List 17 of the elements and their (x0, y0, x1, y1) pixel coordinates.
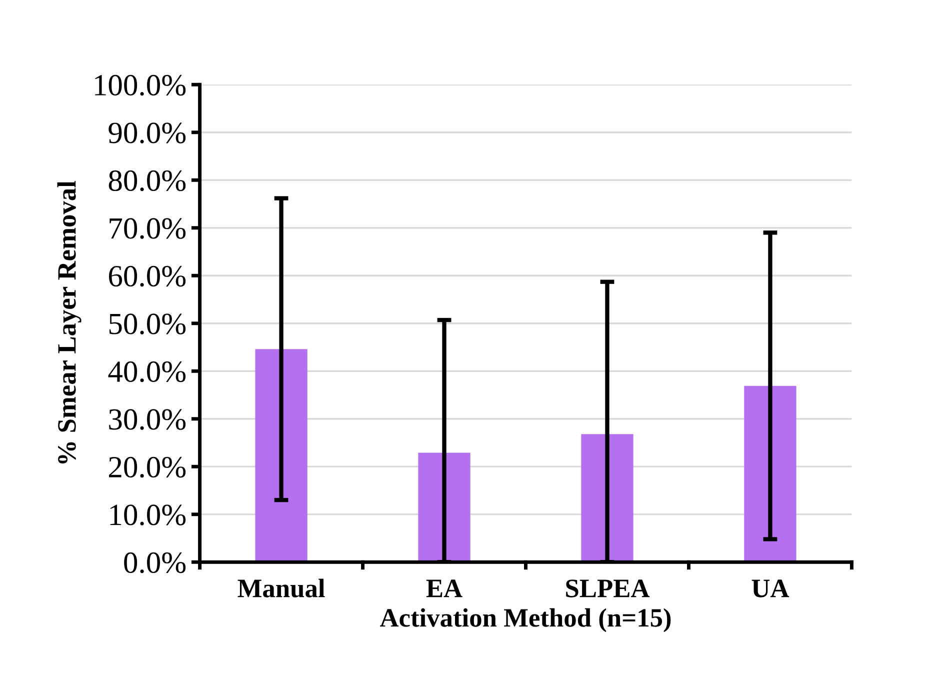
y-axis-title: % Smear Layer Removal (57, 181, 82, 464)
y-tick-label: 60.0% (108, 266, 186, 287)
y-tick-label: 40.0% (108, 361, 186, 382)
x-tick-label: UA (752, 580, 790, 598)
y-tick-label: 20.0% (109, 456, 186, 478)
x-axis-title: Activation Method (n=15) (380, 608, 671, 632)
y-tick-label: 90.0% (108, 122, 186, 144)
y-tick-label: 70.0% (110, 218, 186, 239)
y-tick-label: 50.0% (109, 314, 186, 334)
y-tick-label: 10.0% (110, 504, 186, 526)
x-tick-label: SLPEA (566, 580, 650, 598)
x-tick-label: Manual (238, 578, 325, 598)
y-tick-label: 30.0% (109, 409, 186, 430)
y-tick-label: 100.0% (95, 74, 186, 96)
y-tick-label: 80.0% (108, 170, 186, 192)
y-tick-label: 0.0% (124, 552, 186, 574)
x-tick-label: EA (426, 580, 462, 598)
